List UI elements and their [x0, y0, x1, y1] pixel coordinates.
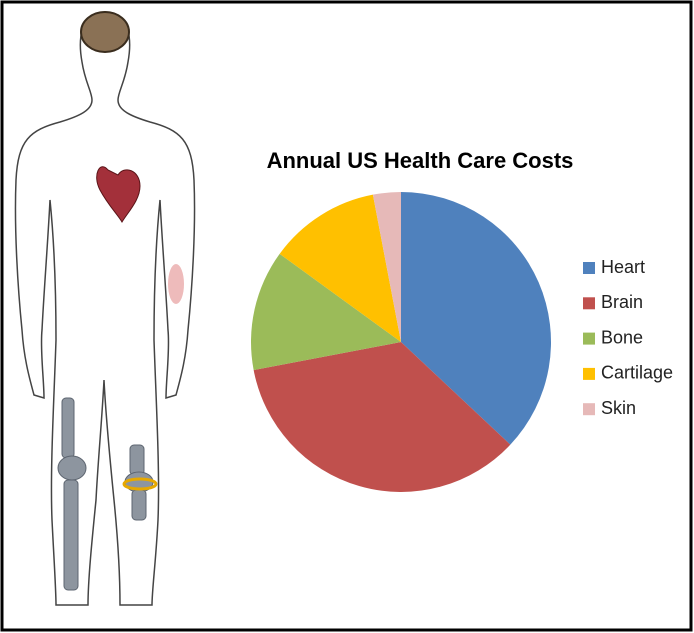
- legend-label: Brain: [601, 292, 643, 312]
- legend-label: Skin: [601, 398, 636, 418]
- legend-swatch: [583, 332, 595, 345]
- pie-slice: [251, 253, 401, 371]
- legend-label: Heart: [601, 257, 645, 277]
- pie-slice: [253, 342, 511, 493]
- legend-swatch: [583, 297, 595, 310]
- heart-icon: [96, 166, 141, 223]
- pie: [251, 191, 551, 493]
- legend: Heart Brain Bone Cartilage Skin: [583, 257, 673, 418]
- legend-swatch: [583, 262, 595, 274]
- legend-swatch: [583, 403, 595, 416]
- legend-swatch: [583, 367, 595, 380]
- chart-title: Annual US Health Care Costs: [267, 148, 574, 173]
- pie-slice: [279, 194, 401, 342]
- skin-patch: [168, 264, 184, 304]
- body-illustration: [14, 11, 196, 606]
- legend-label: Cartilage: [601, 363, 673, 383]
- pie-slice: [372, 192, 401, 342]
- leg-bones: [57, 397, 154, 591]
- brain-icon: [80, 11, 130, 53]
- cartilage-ring: [122, 477, 158, 491]
- legend-label: Bone: [601, 327, 643, 347]
- pie-slice: [401, 191, 551, 445]
